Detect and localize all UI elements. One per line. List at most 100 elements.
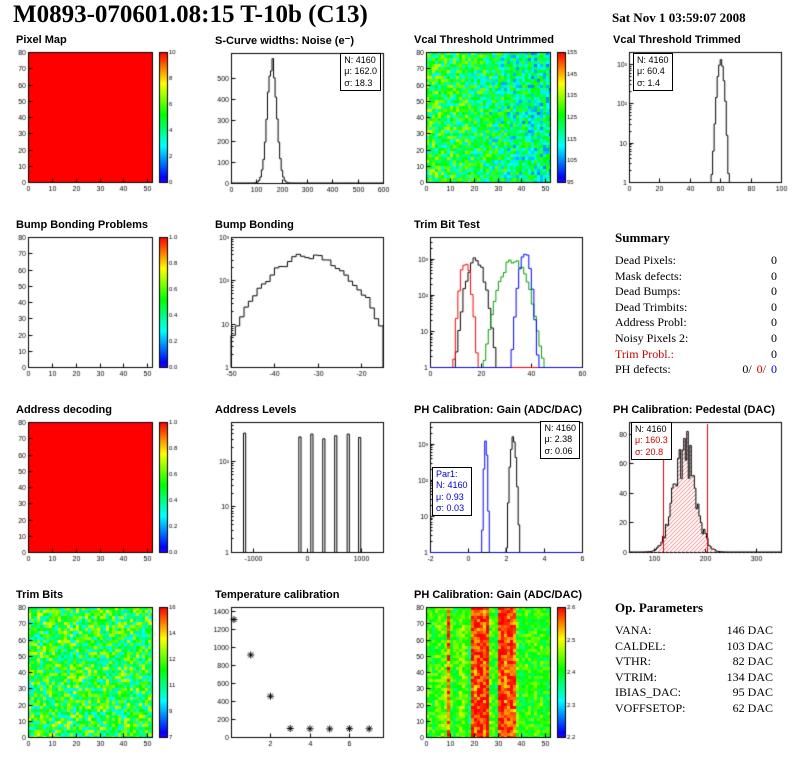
summary-panel: Summary Dead Pixels: 0 Mask defects: 0 D… — [597, 218, 796, 403]
summary-row-address-probl: Address Probl: 0 — [615, 315, 777, 331]
panel-bump-bonding: Bump Bonding — [199, 218, 398, 403]
plot-title: Vcal Threshold Trimmed — [613, 34, 741, 46]
plot-title: Address Levels — [215, 404, 297, 416]
ph-defect-values: 0/0/0 — [737, 362, 777, 378]
row-label: VOFFSETOP: — [615, 700, 686, 715]
row-value: 103 DAC — [726, 638, 773, 653]
stat-n: N: 4160 — [436, 480, 468, 491]
stat-sigma: σ: 0.03 — [436, 502, 465, 513]
vcal-trimmed-plot — [601, 47, 791, 197]
plot-title: Pixel Map — [16, 34, 67, 46]
stats-box: N: 4160 μ: 2.38 σ: 0.06 — [540, 421, 580, 459]
plot-title: Bump Bonding Problems — [16, 219, 148, 231]
row-value: 0 — [771, 330, 777, 345]
stats-box: N: 4160 μ: 60.4 σ: 1.4 — [633, 53, 673, 91]
panel-temperature-calibration: Temperature calibration — [199, 588, 398, 772]
stats-box: N: 4160 μ: 162.0 σ: 18.3 — [340, 53, 381, 91]
panel-scurve-noise: S-Curve widths: Noise (e⁻) N: 4160 μ: 16… — [199, 33, 398, 218]
stat-sigma: σ: 18.3 — [344, 77, 373, 88]
op-row-vtrim: VTRIM: 134 DAC — [615, 670, 773, 686]
stats-box: N: 4160 μ: 160.3 σ: 20.8 — [631, 422, 672, 460]
plot-title: Vcal Threshold Untrimmed — [414, 34, 554, 46]
row-value: 146 DAC — [726, 623, 773, 637]
stat-mean: μ: 60.4 — [637, 66, 665, 77]
panel-trim-bit-test: Trim Bit Test — [398, 218, 597, 403]
row-label: VTRIM: — [615, 669, 657, 684]
panel-vcal-trimmed: Vcal Threshold Trimmed N: 4160 μ: 60.4 σ… — [597, 33, 796, 218]
row-label: CALDEL: — [615, 638, 666, 653]
row-label: Trim Probl.: — [615, 346, 674, 361]
plot-title: PH Calibration: Pedestal (DAC) — [613, 404, 775, 416]
stat-mean: μ: 162.0 — [344, 66, 377, 77]
bump-bonding-plot — [203, 232, 393, 382]
plot-title: PH Calibration: Gain (ADC/DAC) — [414, 404, 583, 416]
summary-row-dead-pixels: Dead Pixels: 0 — [615, 253, 777, 269]
stat-n: N: 4160 — [344, 55, 376, 65]
row-value: 0 — [771, 299, 777, 314]
panel-bump-bonding-problems: Bump Bonding Problems — [0, 218, 199, 403]
pixel-map-plot — [4, 47, 194, 197]
op-row-voffsetop: VOFFSETOP: 62 DAC — [615, 701, 773, 717]
row-label: PH defects: — [615, 362, 671, 377]
ph-pedestal-plot — [601, 417, 791, 567]
stat-mean: μ: 0.93 — [436, 491, 464, 502]
plot-title: S-Curve widths: Noise (e⁻) — [215, 35, 355, 47]
summary-row-noisy-pixels: Noisy Pixels 2: 0 — [615, 331, 777, 347]
stat-mean: μ: 2.38 — [544, 434, 573, 445]
panel-ph-gain-hist: PH Calibration: Gain (ADC/DAC) N: 4160 μ… — [398, 403, 597, 588]
op-row-vthr: VTHR: 82 DAC — [615, 654, 773, 670]
address-levels-plot — [203, 417, 393, 567]
stat-sigma: σ: 20.8 — [635, 446, 664, 457]
summary-row-dead-trimbits: Dead Trimbits: 0 — [615, 300, 777, 316]
plot-title: Trim Bits — [16, 589, 64, 601]
summary-row-ph-defects: PH defects: 0/0/0 — [615, 362, 777, 378]
trim-bit-test-plot — [402, 232, 592, 382]
panel-ph-pedestal: PH Calibration: Pedestal (DAC) N: 4160 μ… — [597, 403, 796, 588]
stat-n: N: 4160 — [637, 55, 669, 65]
address-decoding-plot — [4, 417, 194, 567]
ph-defects-black: 0/ — [742, 362, 752, 377]
op-parameters-title: Op. Parameters — [615, 600, 704, 615]
plot-title: PH Calibration: Gain (ADC/DAC) — [414, 589, 583, 601]
trim-bits-map-plot — [4, 602, 194, 752]
row-value: 82 DAC — [732, 654, 773, 669]
row-label: Noisy Pixels 2: — [615, 330, 689, 345]
panel-trim-bits-map: Trim Bits — [0, 588, 199, 772]
temperature-calibration-plot — [203, 602, 393, 752]
page-title: M0893-070601.08:15 T-10b (C13) — [13, 1, 368, 28]
panel-vcal-untrimmed: Vcal Threshold Untrimmed — [398, 33, 597, 218]
row-label: VTHR: — [615, 654, 651, 669]
stat-mean: μ: 160.3 — [635, 435, 668, 446]
ph-defects-red: 0/ — [756, 362, 766, 377]
stat-sigma: σ: 0.06 — [544, 445, 573, 456]
row-label: Dead Bumps: — [615, 284, 681, 299]
plot-title: Address decoding — [16, 404, 112, 416]
plot-title: Trim Bit Test — [414, 219, 480, 231]
stat-n: N: 4160 — [635, 424, 667, 434]
row-value: 95 DAC — [732, 685, 773, 700]
row-value: 0 — [771, 346, 777, 361]
stat-n: N: 4160 — [544, 423, 576, 433]
plot-title: Temperature calibration — [215, 589, 340, 601]
row-label: Address Probl: — [615, 315, 687, 330]
row-value: 62 DAC — [732, 700, 773, 715]
row-value: 0 — [771, 253, 777, 267]
op-row-caldel: CALDEL: 103 DAC — [615, 639, 773, 655]
plot-title: Bump Bonding — [215, 219, 294, 231]
row-value: 0 — [771, 268, 777, 283]
row-value: 0 — [771, 315, 777, 330]
row-label: VANA: — [615, 623, 652, 637]
row-value: 134 DAC — [726, 669, 773, 684]
row-label: Dead Pixels: — [615, 253, 676, 267]
timestamp: Sat Nov 1 03:59:07 2008 — [612, 10, 746, 25]
row-label: Mask defects: — [615, 268, 682, 283]
stat-sigma: σ: 1.4 — [637, 77, 661, 88]
row-value: 0 — [771, 284, 777, 299]
summary-row-trim-probl: Trim Probl.: 0 — [615, 347, 777, 363]
op-parameters-panel: Op. Parameters VANA: 146 DAC CALDEL: 103… — [597, 588, 796, 772]
stats-box-par1: Par1: N: 4160 μ: 0.93 σ: 0.03 — [432, 467, 472, 516]
row-label: IBIAS_DAC: — [615, 685, 682, 700]
panel-ph-gain-map: PH Calibration: Gain (ADC/DAC) — [398, 588, 597, 772]
summary-row-mask-defects: Mask defects: 0 — [615, 269, 777, 285]
